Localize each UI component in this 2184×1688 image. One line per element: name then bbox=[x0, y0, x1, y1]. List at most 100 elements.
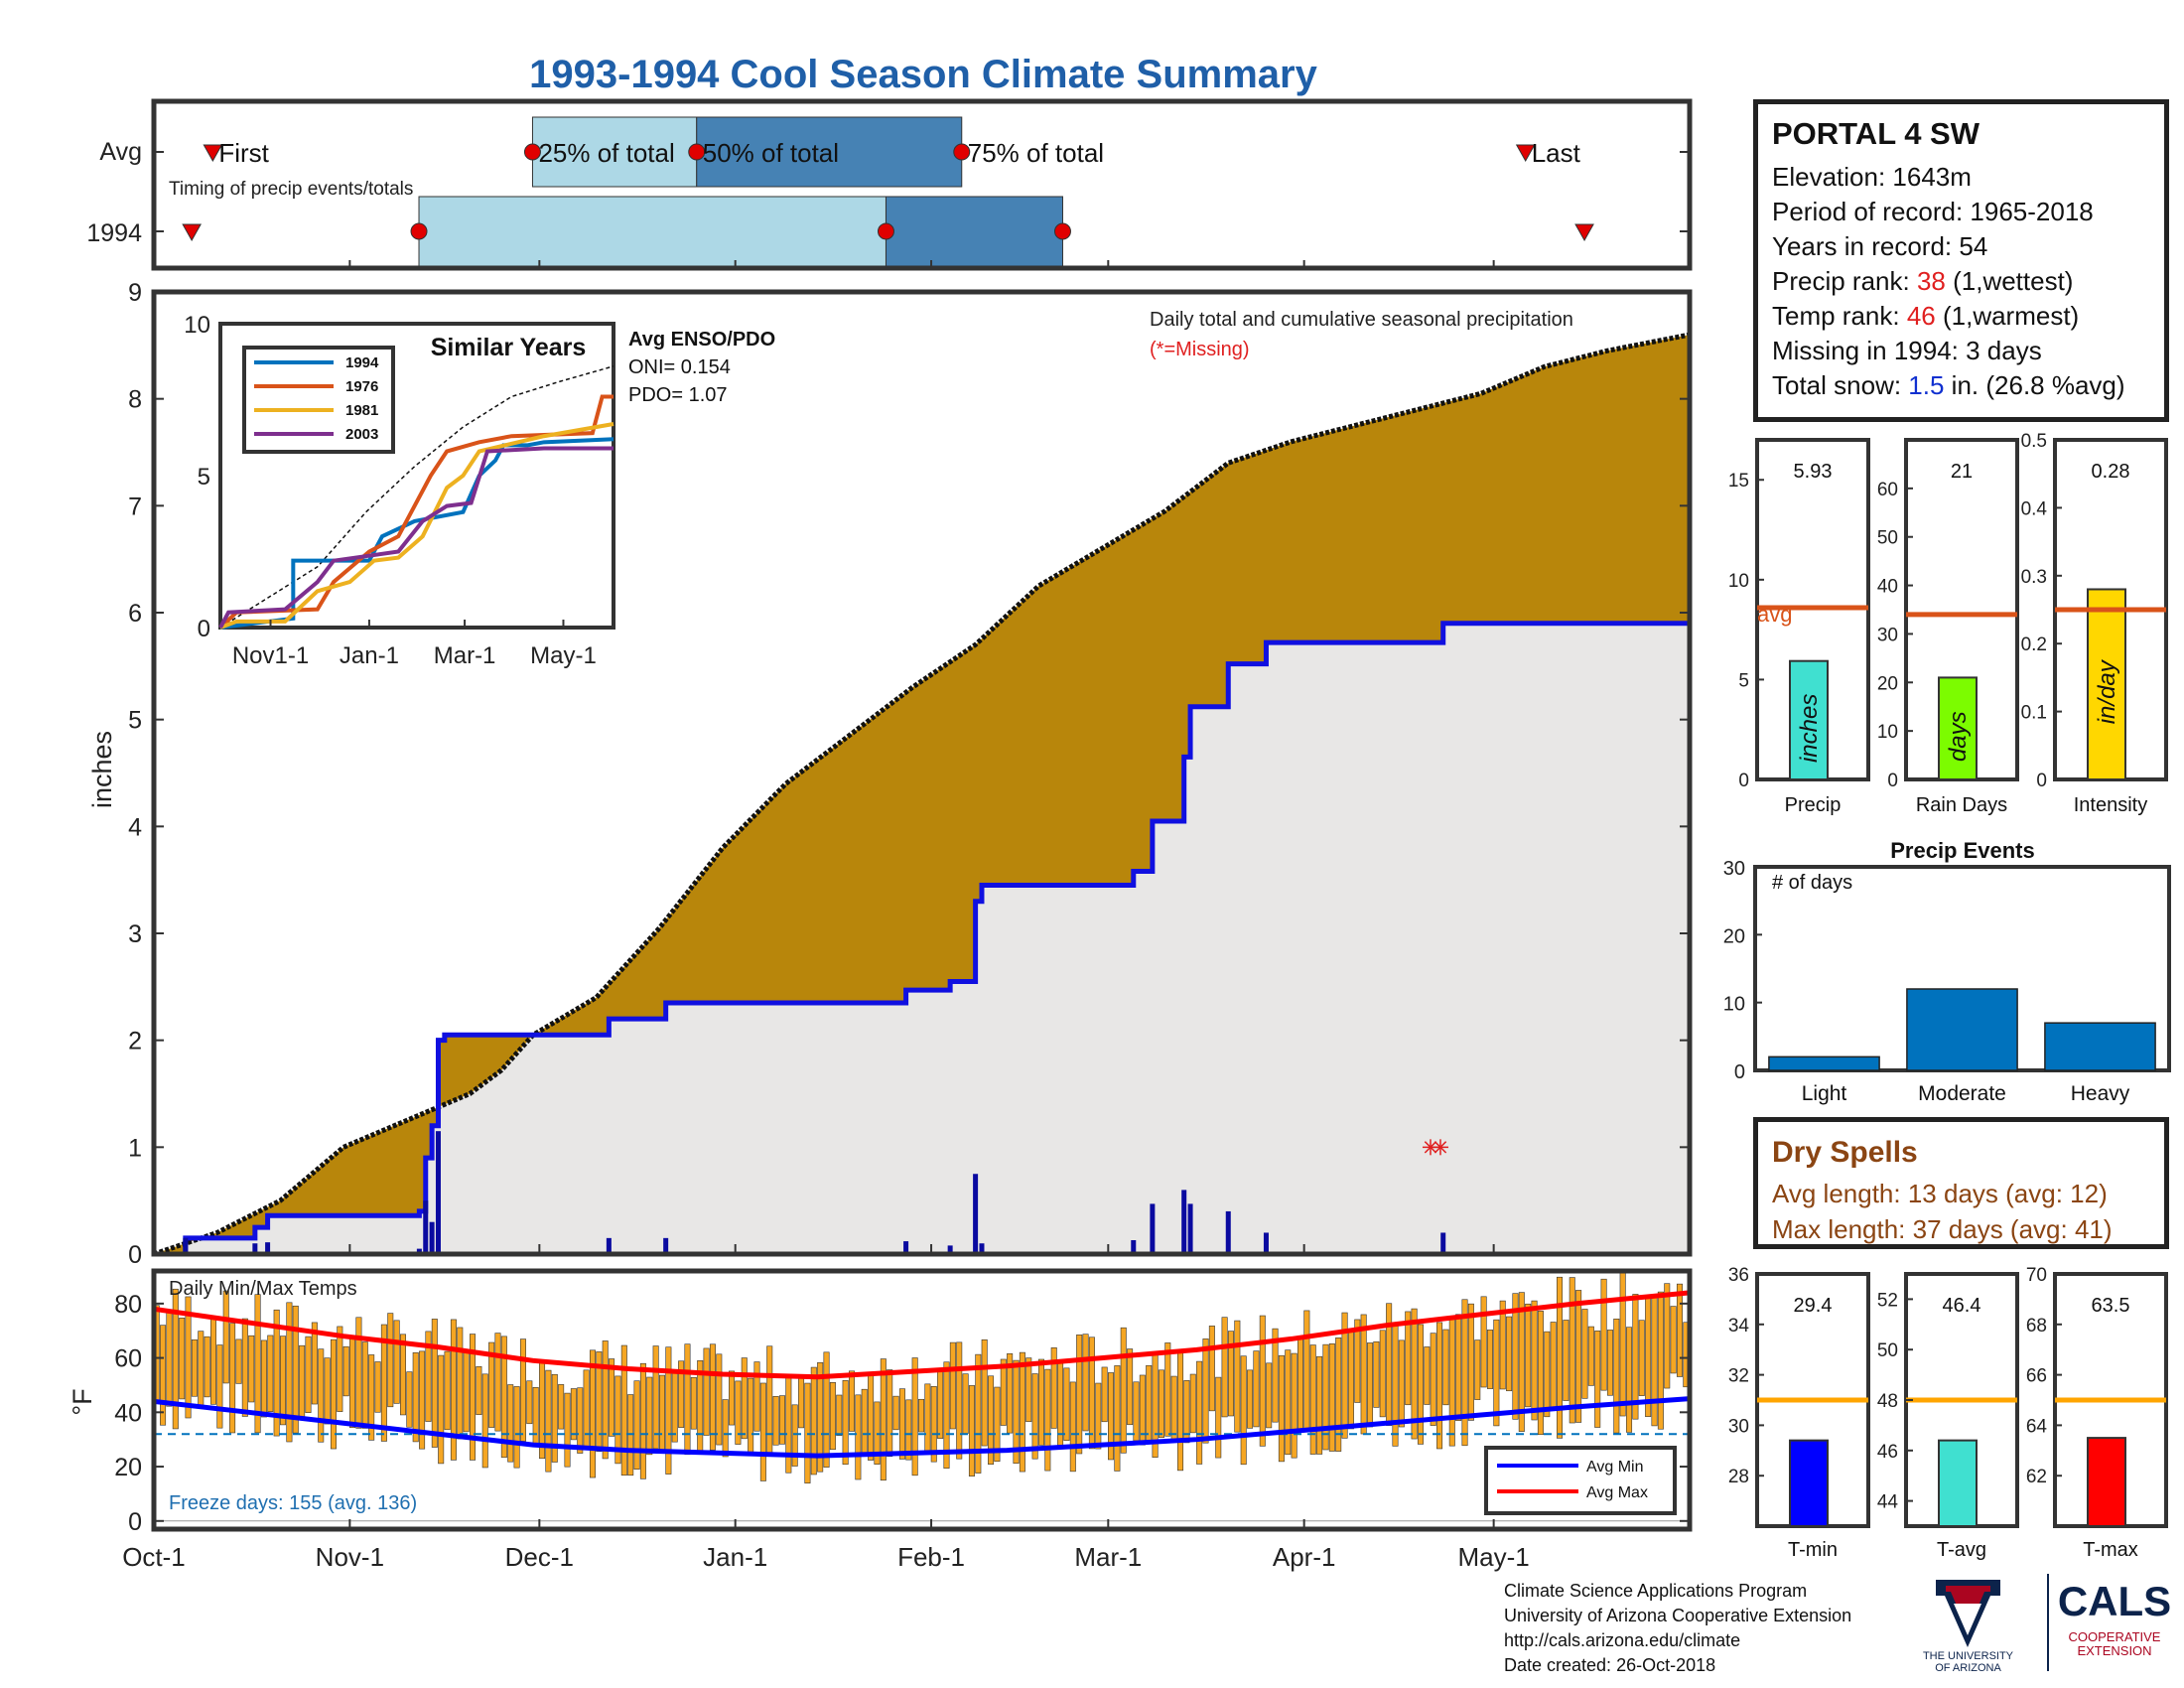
daily-temp-bar bbox=[1569, 1277, 1575, 1424]
temp-season-y-tick-label-2: 62 bbox=[2026, 1467, 2047, 1487]
event-category-label: Heavy bbox=[2071, 1082, 2130, 1105]
daily-temp-bar bbox=[406, 1371, 413, 1428]
daily-temp-bar bbox=[703, 1347, 710, 1436]
legend-label-2003: 2003 bbox=[345, 426, 378, 443]
season-bar-Precip bbox=[1789, 659, 1829, 780]
daily-precip-bar bbox=[1263, 1232, 1269, 1254]
temps-y-axis-label: °F bbox=[68, 1388, 97, 1415]
daily-temp-bar bbox=[1544, 1331, 1551, 1418]
daily-temp-bar bbox=[1360, 1314, 1367, 1435]
daily-temp-bar bbox=[798, 1375, 805, 1429]
daily-temp-bar bbox=[1600, 1278, 1607, 1391]
daily-temp-bar bbox=[766, 1345, 773, 1457]
daily-temp-bar bbox=[507, 1384, 514, 1463]
precip-y-tick-label: 6 bbox=[128, 600, 142, 628]
daily-temp-bar bbox=[1189, 1373, 1196, 1434]
daily-temp-bar bbox=[829, 1382, 836, 1451]
season-precip-panels: inches 5.93 Precip 0 5 10 15 days 21 Rain Days 0 10… bbox=[1728, 431, 2168, 816]
daily-temp-bar bbox=[1285, 1349, 1292, 1456]
temp-season-y-tick-label-1: 48 bbox=[1877, 1391, 1898, 1412]
daily-temp-bar bbox=[836, 1394, 843, 1436]
daily-temp-bar bbox=[1234, 1320, 1241, 1433]
daily-temp-bar bbox=[526, 1380, 533, 1425]
daily-precip-bar bbox=[947, 1245, 953, 1254]
daily-temp-bar bbox=[665, 1346, 672, 1475]
daily-temp-bar bbox=[1101, 1366, 1108, 1423]
inset-y-tick-label: 5 bbox=[198, 464, 210, 491]
daily-temp-bar bbox=[299, 1344, 306, 1421]
daily-temp-bar bbox=[1373, 1340, 1380, 1408]
season-value-label-2: 0.28 bbox=[2092, 461, 2130, 483]
precip-rank-value: 38 bbox=[1916, 266, 1946, 296]
daily-temp-bar bbox=[1587, 1326, 1594, 1386]
daily-temp-bar bbox=[753, 1361, 760, 1432]
daily-temp-bar bbox=[267, 1335, 274, 1412]
daily-temp-bar bbox=[160, 1325, 167, 1426]
cals-logo-title: CALS bbox=[2058, 1578, 2171, 1624]
daily-temp-bar bbox=[646, 1376, 653, 1456]
inset-series-line-1976 bbox=[218, 394, 614, 630]
precip-plot-frame bbox=[151, 289, 1693, 1257]
daily-temp-bar bbox=[564, 1392, 571, 1468]
temp-season-y-tick-label-2: 70 bbox=[2026, 1265, 2047, 1286]
precip-y-tick-label: 5 bbox=[128, 707, 142, 735]
daily-temp-bar bbox=[1095, 1382, 1102, 1450]
season-y-tick-label-2: 0.4 bbox=[2021, 498, 2048, 519]
daily-temp-bar bbox=[463, 1351, 470, 1433]
precip-events-ylabel: # of days bbox=[1772, 872, 1852, 894]
daily-temp-bar bbox=[1019, 1351, 1025, 1473]
daily-temp-bar bbox=[1063, 1367, 1070, 1442]
daily-temp-bar bbox=[1050, 1347, 1057, 1429]
temps-plot-frame bbox=[151, 1268, 1693, 1532]
daily-temp-bar bbox=[778, 1395, 785, 1445]
daily-temp-bar bbox=[166, 1310, 173, 1407]
daily-temp-bar bbox=[209, 1317, 217, 1405]
daily-precip-bar bbox=[1225, 1210, 1231, 1254]
daily-temp-bar bbox=[759, 1382, 766, 1481]
daily-temp-bar bbox=[1619, 1269, 1626, 1417]
daily-temp-bar bbox=[1183, 1380, 1190, 1444]
y1994-last-marker bbox=[1574, 223, 1594, 242]
daily-temp-bar bbox=[1133, 1381, 1140, 1442]
temp-y-tick-label: 40 bbox=[114, 1399, 142, 1427]
season-avg-label: avg bbox=[1757, 602, 1792, 627]
daily-temp-bar bbox=[1082, 1334, 1089, 1432]
daily-temp-bar bbox=[1347, 1329, 1354, 1430]
daily-temp-bar bbox=[1057, 1359, 1064, 1447]
daily-temp-bar bbox=[1405, 1311, 1412, 1406]
daily-temp-bar bbox=[1069, 1381, 1076, 1473]
precip-y-axis-label: inches bbox=[87, 731, 117, 808]
daily-temp-bar bbox=[791, 1404, 798, 1467]
daily-temp-bar bbox=[1202, 1338, 1209, 1444]
event-category-label: Moderate bbox=[1918, 1082, 2006, 1105]
temp-season-y-tick-label-1: 50 bbox=[1877, 1340, 1898, 1361]
temp-season-y-tick-label-1: 44 bbox=[1877, 1492, 1899, 1513]
daily-temp-bar bbox=[1335, 1337, 1342, 1452]
daily-temp-bar bbox=[286, 1302, 293, 1443]
daily-temp-bar bbox=[551, 1373, 558, 1463]
daily-precip-bar bbox=[663, 1237, 669, 1254]
daily-precip-bar bbox=[435, 1131, 441, 1254]
daily-temp-bar bbox=[911, 1357, 918, 1477]
daily-temp-bar bbox=[1424, 1346, 1431, 1405]
temp-season-y-tick-label-0: 32 bbox=[1728, 1366, 1749, 1387]
daily-temp-bar bbox=[823, 1351, 830, 1468]
footer-line-2: University of Arizona Cooperative Extens… bbox=[1504, 1606, 1852, 1625]
daily-temp-bar bbox=[1386, 1303, 1393, 1426]
daily-temp-bar bbox=[342, 1345, 349, 1397]
station-years: Years in record: 54 bbox=[1772, 231, 1988, 261]
dry-spells-title: Dry Spells bbox=[1772, 1136, 1918, 1169]
daily-temp-bar bbox=[470, 1334, 477, 1461]
daily-precip-bar bbox=[252, 1243, 258, 1254]
daily-temp-bar bbox=[659, 1374, 666, 1451]
temp-rank-suffix: (1,warmest) bbox=[1935, 301, 2080, 331]
avg-75-label: 75% of total bbox=[968, 138, 1104, 168]
daily-temp-bar bbox=[690, 1376, 697, 1430]
daily-temp-bar bbox=[924, 1383, 931, 1452]
season-bar-unit-1: days bbox=[1945, 711, 1972, 762]
daily-precip-bar bbox=[606, 1237, 612, 1254]
daily-temp-bar bbox=[892, 1395, 899, 1431]
y1994-25-marker bbox=[410, 222, 428, 240]
daily-temp-bar bbox=[1606, 1330, 1613, 1396]
daily-temp-bar bbox=[311, 1322, 318, 1405]
